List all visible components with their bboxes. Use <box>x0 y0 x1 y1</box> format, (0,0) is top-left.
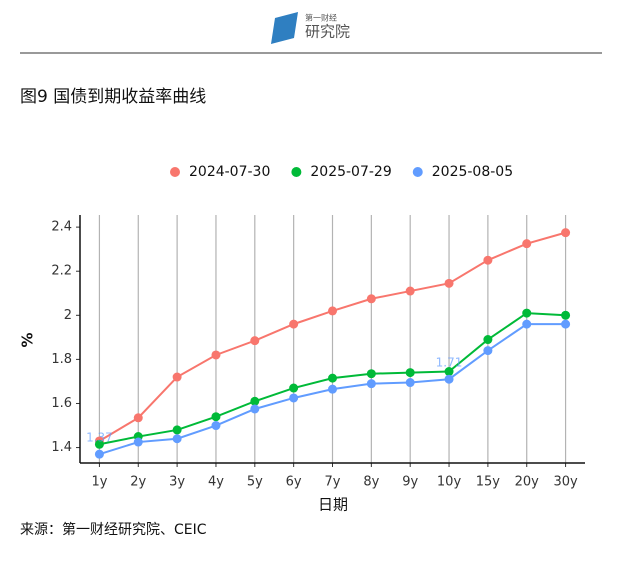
x-tick-label: 7y <box>325 475 341 490</box>
y-tick-label: 1.4 <box>51 440 72 455</box>
point <box>289 319 299 329</box>
point <box>250 404 260 414</box>
point <box>250 336 260 346</box>
x-tick-label: 15y <box>476 475 501 490</box>
point <box>483 335 493 345</box>
point <box>328 384 337 394</box>
x-tick-label: 5y <box>247 475 263 490</box>
point <box>522 239 532 249</box>
point <box>328 306 337 316</box>
x-tick-label: 4y <box>208 475 224 490</box>
point <box>522 319 532 329</box>
y-tick-label: 1.6 <box>51 396 72 411</box>
point <box>483 346 493 356</box>
source: 来源：第一财经研究院、CEIC <box>20 521 207 538</box>
y-axis-label: % <box>19 332 37 347</box>
point <box>94 449 104 459</box>
point <box>405 368 415 378</box>
point <box>522 308 532 318</box>
chart-title: 图9 国债到期收益率曲线 <box>20 87 206 107</box>
logo-subtext: 研究院 <box>305 23 350 41</box>
logo-icon <box>271 12 298 44</box>
point <box>483 255 493 265</box>
legend-marker <box>412 167 423 177</box>
point <box>405 286 415 296</box>
x-tick-label: 2y <box>130 475 146 490</box>
x-axis-label: 日期 <box>318 496 348 514</box>
legend-marker <box>291 167 302 177</box>
point <box>250 396 260 406</box>
point <box>328 373 337 383</box>
x-tick-label: 1y <box>91 475 107 490</box>
point <box>366 294 376 304</box>
y-tick-label: 1.8 <box>51 352 72 367</box>
point <box>289 383 299 393</box>
point <box>366 379 376 389</box>
point <box>94 439 104 449</box>
point <box>561 319 571 329</box>
point <box>444 367 454 377</box>
x-tick-label: 3y <box>169 475 185 490</box>
point <box>561 310 571 320</box>
value-label: 1.37 <box>86 431 113 445</box>
point <box>444 278 454 288</box>
x-tick-label: 8y <box>363 475 379 490</box>
point <box>211 350 221 360</box>
legend-label: 2024-07-30 <box>189 164 270 180</box>
x-tick-label: 30y <box>553 475 578 490</box>
legend-label: 2025-07-29 <box>310 164 391 180</box>
value-label: 1.71 <box>436 356 463 370</box>
y-tick-label: 2.2 <box>51 264 72 279</box>
point <box>211 412 221 422</box>
logo: 第一财经 研究院 <box>271 12 350 44</box>
point <box>405 378 415 388</box>
legend-label: 2025-08-05 <box>432 164 513 180</box>
point <box>366 369 376 379</box>
x-tick-label: 6y <box>286 475 302 490</box>
x-tick-label: 20y <box>515 475 540 490</box>
point <box>172 372 182 382</box>
point <box>172 425 182 435</box>
x-tick-label: 9y <box>402 475 418 490</box>
y-tick-label: 2 <box>64 308 72 323</box>
point <box>561 228 571 238</box>
point <box>289 393 299 403</box>
legend-marker <box>170 167 180 177</box>
point <box>133 437 143 447</box>
point <box>444 374 454 384</box>
logo-text: 第一财经 <box>305 13 337 23</box>
point <box>172 434 182 444</box>
point <box>133 413 143 423</box>
point <box>211 421 221 431</box>
y-tick-label: 2.4 <box>51 220 72 235</box>
x-tick-label: 10y <box>437 475 462 490</box>
